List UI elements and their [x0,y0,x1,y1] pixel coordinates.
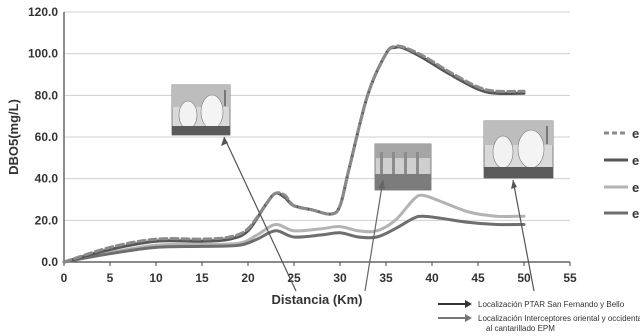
photo-arrows [221,136,535,292]
y-tick-label: 80.0 [35,88,59,102]
x-tick-label: 40 [425,271,439,285]
x-tick-label: 20 [241,271,255,285]
legend: e e e e [604,126,639,221]
treatment-plant-photo-2 [483,120,554,179]
y-tick-label: 20.0 [35,213,59,227]
footnote-item-interceptores: Localización Interceptores oriental y oc… [438,314,640,333]
legend-item: e [604,206,639,221]
x-tick-label: 45 [471,271,485,285]
legend-item: e [604,126,639,141]
treatment-plant-photo-1 [171,84,231,136]
legend-label: e [632,206,639,221]
y-tick-label: 0.0 [41,255,58,269]
footnote-text-ptar: Localización PTAR San Fernando y Bello [478,300,625,309]
legend-item: e [604,153,639,168]
arrow-footnote: Localización PTAR San Fernando y Bello L… [438,300,640,333]
arrow-photo-2 [364,179,384,292]
y-tick-labels: 0.0 20.0 40.0 60.0 80.0 100.0 120.0 [28,5,58,269]
legend-label: e [632,180,639,195]
x-tick-label: 10 [149,271,163,285]
series-line-4 [62,214,526,264]
arrow-photo-1-head [221,137,228,146]
y-tick-label: 60.0 [35,130,59,144]
x-axis-title: Distancia (Km) [271,292,362,307]
arrow-photo-3-head [511,180,517,189]
footnote-text-interceptores-2: al cantarillado EPM [486,324,555,333]
x-tick-label: 0 [61,271,68,285]
y-tick-label: 120.0 [28,5,58,19]
y-axis-title: DBO5(mg/L) [6,99,21,175]
series-line-3 [62,193,526,264]
x-tick-label: 55 [563,271,577,285]
series-line-1 [62,44,526,264]
arrow-photo-1 [223,136,297,292]
footnote-arrowhead-dark [465,300,472,308]
x-tick-labels: 0 5 10 15 20 25 30 35 40 45 50 55 [61,262,577,285]
x-tick-label: 15 [195,271,209,285]
arrow-photo-2-head [378,180,385,189]
x-tick-label: 5 [107,271,114,285]
grid-lines [64,11,570,221]
x-tick-label: 30 [333,271,347,285]
legend-label: e [632,153,639,168]
y-tick-label: 100.0 [28,47,58,61]
axes [63,12,570,263]
x-tick-label: 35 [379,271,393,285]
legend-item: e [604,180,639,195]
x-tick-label: 50 [517,271,531,285]
series-lines [62,44,526,264]
x-tick-label: 25 [287,271,301,285]
y-tick-label: 40.0 [35,172,59,186]
arrow-photo-3 [512,179,535,292]
footnote-text-interceptores: Localización Interceptores oriental y oc… [478,314,640,323]
footnote-arrowhead-light [465,314,472,322]
legend-label: e [632,126,639,141]
footnote-item-ptar: Localización PTAR San Fernando y Bello [438,300,625,309]
interceptor-photo [374,143,432,191]
